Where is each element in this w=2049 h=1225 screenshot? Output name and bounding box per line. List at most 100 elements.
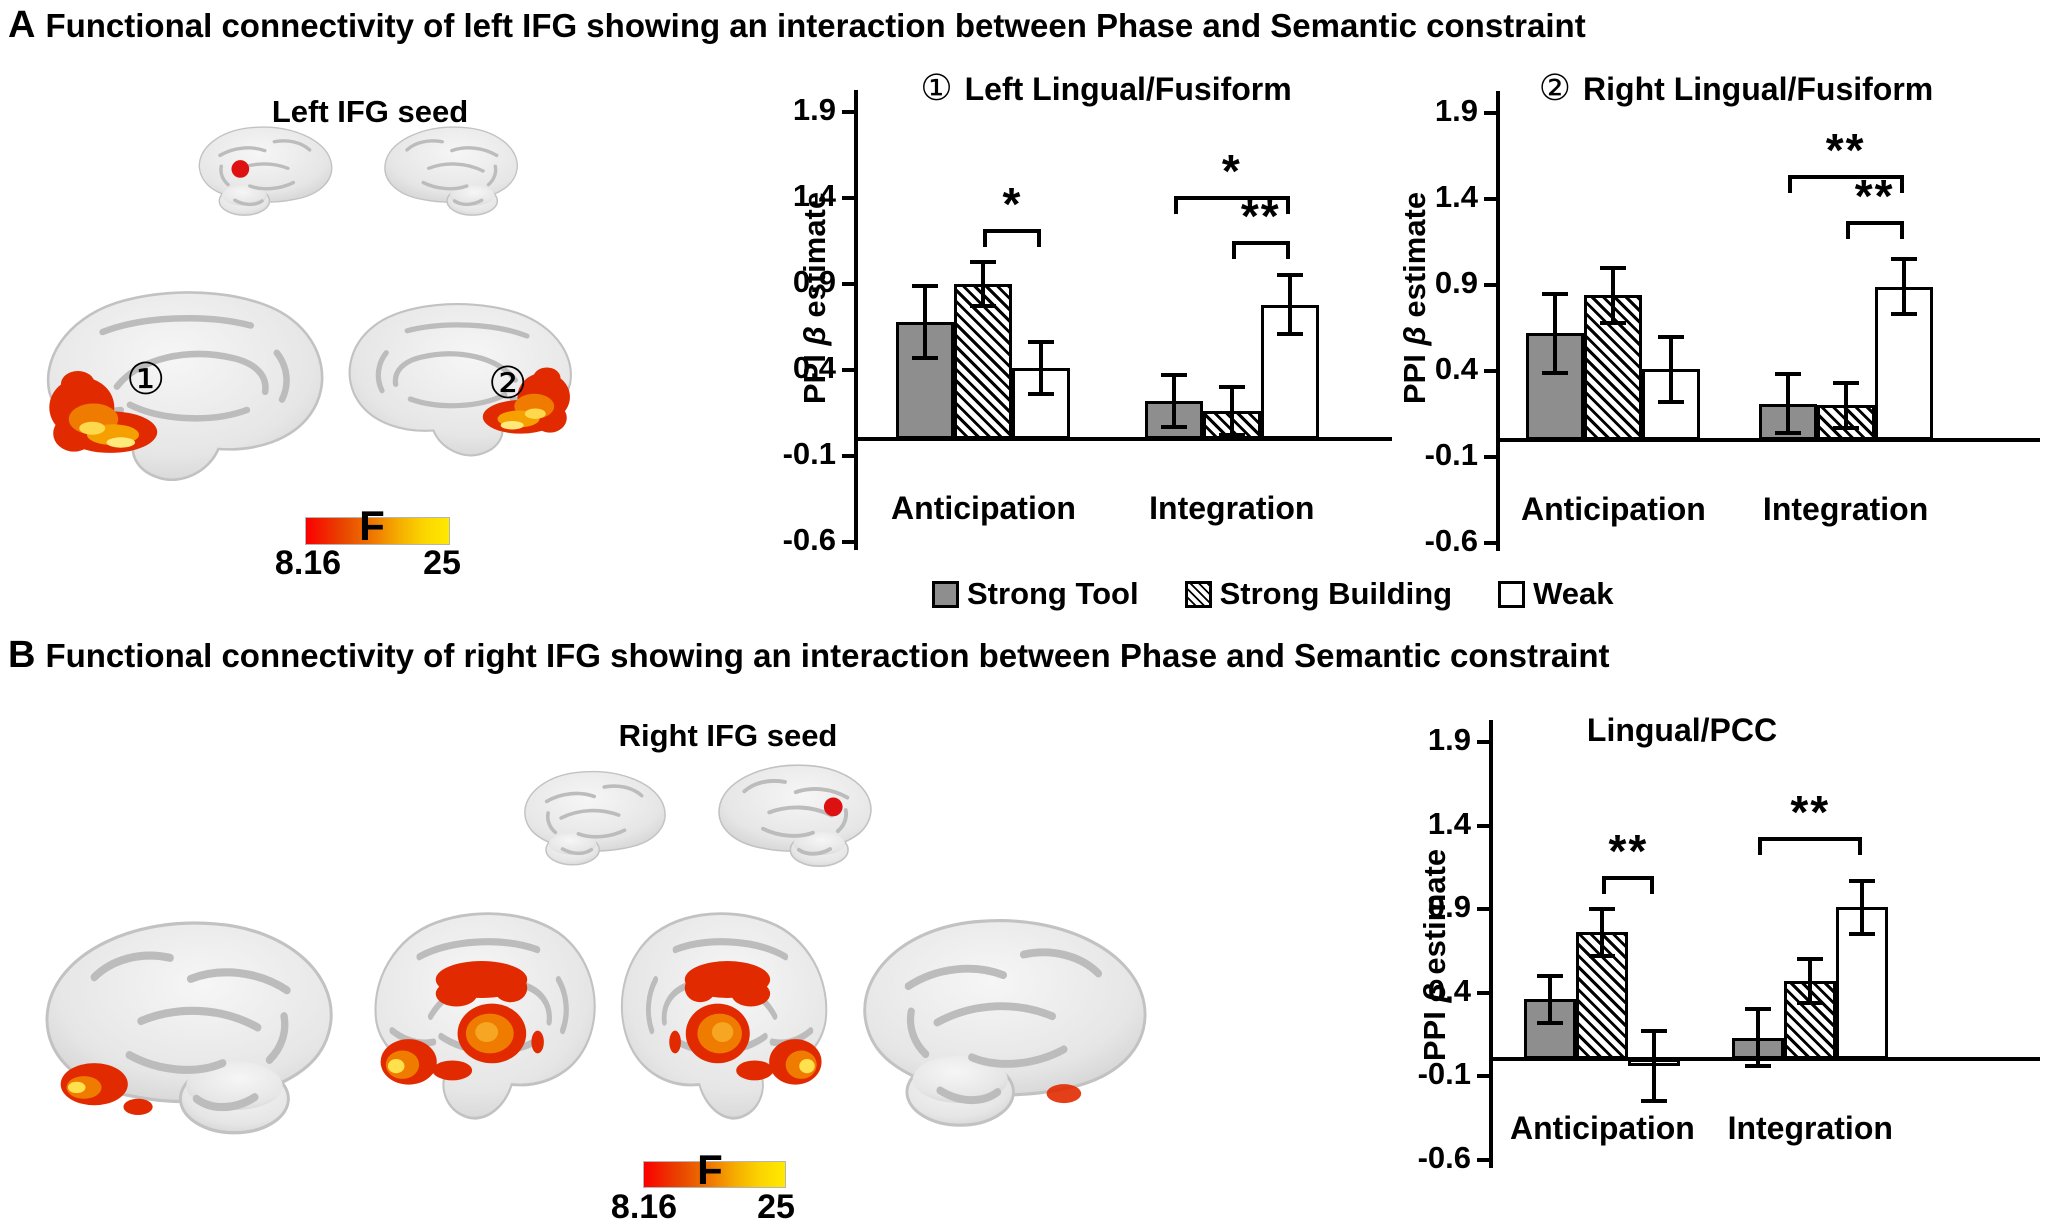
panel-b-title: B Functional connectivity of right IFG sh… [8, 634, 1610, 677]
right-ifg-seed-brains [523, 763, 873, 869]
chart-3-tick [1477, 990, 1493, 995]
colorbar-a-max: 25 [423, 544, 461, 582]
chart-1-errorbar-cap [1218, 385, 1245, 390]
chart-3-errorbar-cap [1589, 953, 1616, 958]
colorbar-a-f-label: F [359, 502, 385, 549]
colorbar-b-f-label: F [697, 1146, 723, 1193]
chart-3-tick-label--0.1: -0.1 [1417, 1056, 1471, 1091]
chart-3-errorbar-line [1756, 1009, 1761, 1066]
legend-item-strong-tool: Strong Tool [932, 576, 1139, 612]
chart-3-errorbar-cap [1797, 957, 1824, 962]
chart-2-errorbar-line [1843, 383, 1848, 428]
chart-1-y-axis-label: PPI β estimate [797, 191, 832, 405]
chart-2-tick-label-1.9: 1.9 [1434, 93, 1478, 128]
panel-a-title-text: Functional connectivity of left IFG show… [45, 7, 1586, 44]
chart-1-sig-bracket [983, 228, 1042, 247]
chart-1-tick-label--0.6: -0.6 [782, 522, 836, 557]
chart-1-errorbar-cap [970, 259, 997, 264]
legend-label-strong-tool: Strong Tool [967, 576, 1139, 611]
chart-3-errorbar-cap [1745, 1007, 1772, 1012]
chart-1-errorbar-line [1229, 387, 1234, 436]
chart-1-title: ① Left Lingual/Fusiform [920, 68, 1292, 109]
legend-item-strong-building: Strong Building [1184, 576, 1453, 612]
chart-2-tick [1484, 541, 1500, 545]
chart-3-errorbar-line [1600, 909, 1605, 956]
legend-label-weak: Weak [1533, 576, 1614, 611]
chart-1-errorbar-cap [912, 283, 939, 288]
chart-2-tick [1484, 369, 1500, 373]
chart-3-category-integration: Integration [1727, 1110, 1893, 1146]
chart-3-errorbar-cap [1537, 973, 1564, 978]
chart-3-tick-label--0.6: -0.6 [1417, 1139, 1471, 1175]
legend-swatch-strong-building [1184, 580, 1212, 608]
chart-1-errorbar-line [1171, 375, 1176, 427]
chart-2-errorbar-cap [1774, 430, 1801, 435]
chart-1-tick [842, 368, 858, 372]
chart-1-errorbar-cap [1218, 433, 1245, 438]
chart-1-errorbar-cap [1160, 424, 1187, 429]
chart-2-sig-bracket [1787, 174, 1904, 193]
chart-1-errorbar-line [1039, 342, 1044, 395]
chart-3-errorbar-cap [1849, 932, 1876, 937]
chart-1-tick-label--0.1: -0.1 [782, 436, 836, 471]
chart-3-tick [1477, 1157, 1493, 1162]
activation-lateral-left [60, 1063, 153, 1115]
colorbar-b-max: 25 [757, 1188, 795, 1225]
chart-2-errorbar-cap [1890, 257, 1917, 262]
chart-3-sig-bracket [1758, 837, 1863, 856]
chart-3-sig-bracket [1602, 875, 1655, 894]
chart-2-errorbar-cap [1832, 381, 1859, 386]
chart-1-errorbar-cap [912, 355, 939, 360]
chart-2-errorbar-line [1553, 293, 1558, 373]
chart-2-errorbar-line [1669, 336, 1674, 402]
chart-3-x-axis [1493, 1057, 2040, 1062]
panel-a-label: A [8, 4, 36, 46]
seed-dot-left-ifg [231, 160, 250, 178]
chart-3-errorbar-line [1860, 880, 1865, 935]
chart-2-y-axis-label: PPI β estimate [1397, 191, 1432, 405]
chart-3-tick-label-1.9: 1.9 [1427, 722, 1471, 757]
chart-1-tick-label-1.9: 1.9 [792, 92, 836, 127]
chart-2-errorbar-cap [1658, 399, 1685, 404]
chart-2-errorbar-cap [1600, 320, 1627, 325]
chart-3-errorbar-line [1652, 1030, 1657, 1102]
chart-2-errorbar-cap [1774, 372, 1801, 377]
chart-1-errorbar-cap [1028, 392, 1055, 397]
chart-1-bar-weak-anticipation [1012, 368, 1071, 439]
chart-1-tick [842, 110, 858, 114]
chart-1-tick [842, 282, 858, 286]
panel-a-title: A Functional connectivity of left IFG sho… [8, 4, 1586, 47]
chart-1-errorbar-cap [1160, 373, 1187, 378]
chart-2-tick [1484, 197, 1500, 201]
chart-1-tick [842, 454, 858, 458]
chart-2-title: ② Right Lingual/Fusiform [1538, 68, 1934, 109]
chart-2-errorbar-line [1785, 374, 1790, 433]
chart-3-sig-label: ** [1608, 824, 1649, 877]
chart-1-y-axis [854, 90, 858, 550]
chart-2-errorbar-cap [1890, 312, 1917, 317]
chart-1-tick-label-0.4: 0.4 [792, 350, 836, 385]
left-ifg-seed-brains [197, 125, 519, 217]
panel-b-label: B [8, 634, 36, 676]
chart-2-tick-label-0.4: 0.4 [1434, 351, 1478, 386]
chart-2-tick-label-0.9: 0.9 [1434, 265, 1478, 300]
chart-1-category-anticipation: Anticipation [891, 490, 1076, 526]
activation-lateral-right [1046, 1084, 1082, 1104]
chart-1-sig-bracket [1231, 241, 1290, 259]
chart-3-errorbar-cap [1537, 1020, 1564, 1025]
chart-2-sig-label: ** [1854, 170, 1895, 223]
chart-3-sig-label: ** [1790, 786, 1831, 839]
chart-2-category-integration: Integration [1762, 491, 1929, 527]
chart-1-sig-bracket [1173, 196, 1290, 215]
chart-1-errorbar-cap [1276, 273, 1303, 278]
legend-label-strong-building: Strong Building [1219, 576, 1453, 611]
chart-3-errorbar-cap [1641, 1028, 1668, 1033]
chart-2-x-axis [1500, 437, 2040, 442]
colorbar-b [643, 1161, 786, 1188]
chart-3-category-anticipation: Anticipation [1509, 1110, 1695, 1146]
chart-3-errorbar-cap [1589, 907, 1616, 911]
chart-2-errorbar-cap [1542, 291, 1569, 296]
region-marker-2: ② [488, 358, 528, 409]
chart-1-tick-label-1.4: 1.4 [792, 178, 836, 213]
